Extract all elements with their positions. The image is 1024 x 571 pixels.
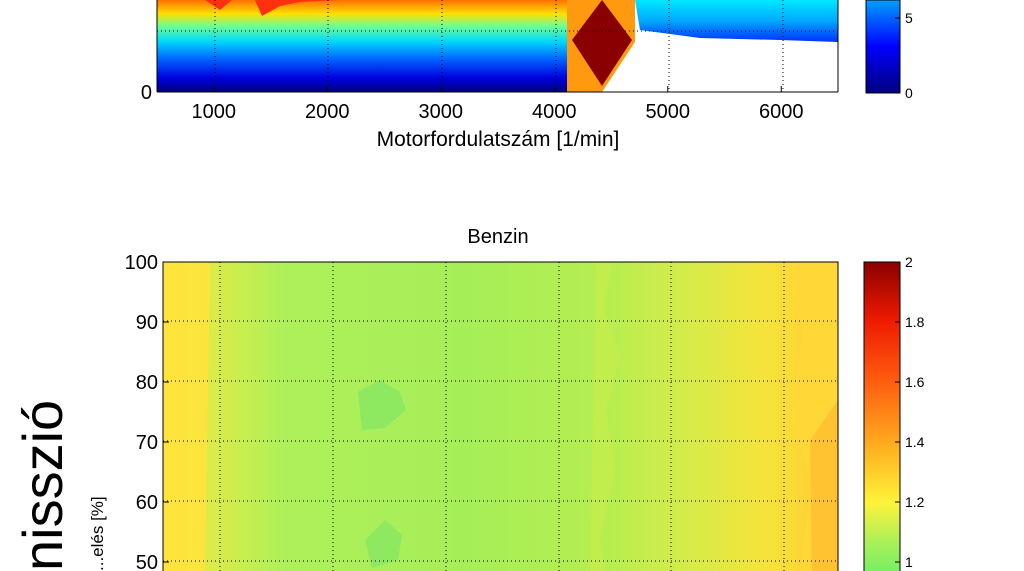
bottom-y-tick-label: 70 [136,432,158,454]
bottom-low-spot [358,380,406,430]
top-x-tick-label: 2000 [305,101,350,123]
top-x-tick-label: 4000 [532,101,577,123]
bottom-y-tick-label: 50 [136,552,158,571]
bottom-chart-title: Benzin [467,226,528,248]
bottom-y-tick-label: 100 [125,252,158,274]
bottom-y-axis-label: ...elés [%] [88,496,107,571]
bottom-low-spot-2 [365,520,402,568]
top-colorbar-tick-label: 0 [905,85,913,101]
bottom-colorbar-tick-label: 1 [905,554,913,570]
bottom-colorbar-tick-label: 1.4 [905,434,925,450]
top-colorbar [866,0,900,93]
bottom-colorbar-tick-label: 2 [905,254,913,270]
bottom-contour-band [590,262,620,571]
bottom-y-ticks: 100 90 80 70 60 50 [125,252,169,571]
side-label: nisszió [11,400,74,571]
top-x-tick-label: 5000 [646,101,691,123]
top-colorbar-ticks: 05 [895,10,913,101]
bottom-grid [163,262,838,571]
bottom-colorbar-tick-label: 1.2 [905,494,925,510]
bottom-colorbar-tick-label: 1.6 [905,374,925,390]
bottom-colorbar-tick-label: 1.8 [905,314,925,330]
bottom-colorbar-ticks: 2 1.8 1.6 1.4 1.2 1 [895,254,925,570]
bottom-colorbar [864,262,900,571]
top-chart: 1000 2000 3000 4000 5000 6000 010 Motorfordul… [141,0,913,151]
top-grid [157,0,838,92]
bottom-contour [163,262,838,571]
bottom-y-tick-label: 80 [136,372,158,394]
top-y-ticks: 010 [141,82,163,104]
bottom-y-tick-label: 90 [136,312,158,334]
bottom-y-tick-label: 60 [136,492,158,514]
bottom-contour-left [163,262,210,571]
top-x-tick-label: 3000 [419,101,464,123]
top-contour-left [157,0,567,92]
top-x-ticks: 1000 2000 3000 4000 5000 6000 [192,86,804,123]
top-x-tick-label: 1000 [192,101,237,123]
top-colorbar-tick-label: 5 [905,10,913,26]
top-x-axis-label: Motorfordulatszám [1/min] [377,128,620,151]
bottom-contour-right-2 [810,400,838,571]
top-peak-diamond [572,0,632,86]
top-y-tick-label: 0 [141,82,152,104]
top-x-tick-label: 6000 [759,101,804,123]
